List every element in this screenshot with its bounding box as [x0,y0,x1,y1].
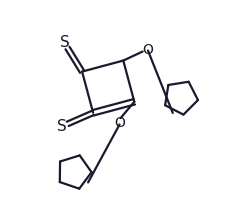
Text: S: S [57,119,67,134]
Text: S: S [60,35,69,51]
Text: O: O [114,116,125,130]
Text: O: O [142,43,153,57]
